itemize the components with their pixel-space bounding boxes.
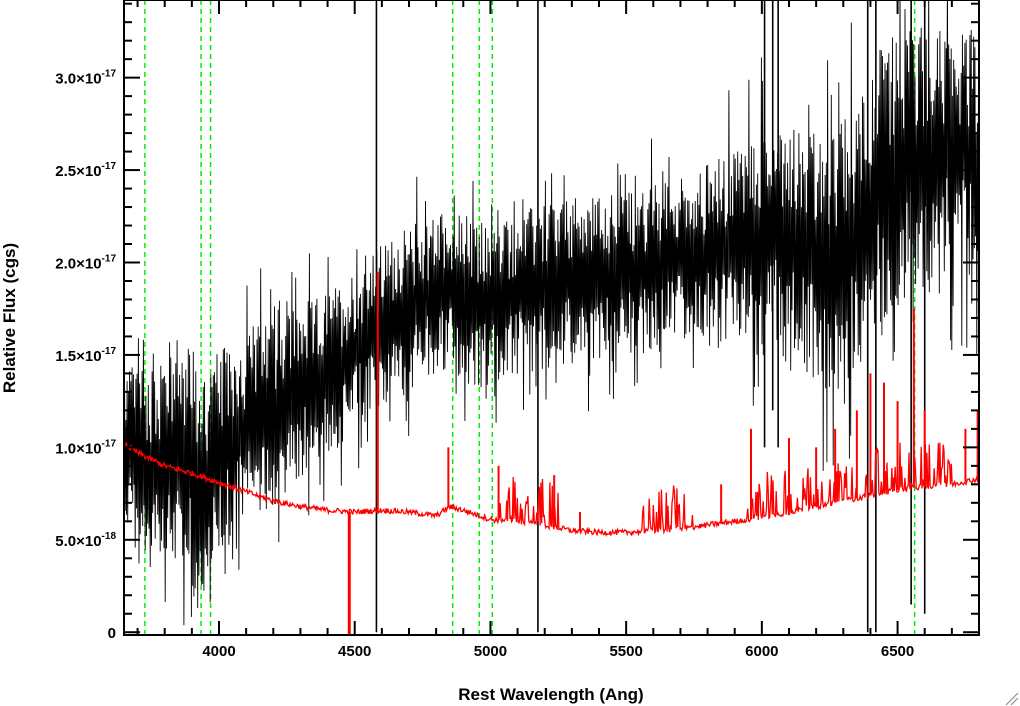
series-layer	[124, 0, 979, 635]
x-tick-label: 5000	[474, 643, 507, 660]
x-axis: 4000 4500 5000 5500 6000 6500	[136, 0, 953, 660]
y-tick-label: 0	[108, 625, 116, 642]
y-tick-label: 1.5×10-17	[55, 346, 116, 365]
y-axis: 0 5.0×10-18 1.0×10-17 1.5×10-17 2.0×10-17 2.5…	[55, 2, 979, 642]
y-tick-label: 5.0×10-18	[55, 531, 116, 550]
y-axis-title: Relative Flux (cgs)	[0, 243, 19, 393]
y-tick-label: 2.0×10-17	[55, 254, 116, 273]
x-tick-label: 4500	[338, 643, 371, 660]
error-line	[124, 441, 979, 538]
y-tick-label: 1.0×10-17	[55, 438, 116, 457]
y-tick-label: 3.0×10-17	[55, 69, 116, 88]
x-axis-title: Rest Wavelength (Ang)	[458, 685, 643, 704]
resize-grip-icon[interactable]	[1005, 692, 1019, 706]
x-tick-label: 5500	[609, 643, 642, 660]
x-tick-label: 6500	[881, 643, 914, 660]
x-tick-label: 4000	[202, 643, 235, 660]
x-tick-label: 6000	[745, 643, 778, 660]
flux-line	[124, 0, 979, 626]
error-spectrum-series	[124, 271, 979, 635]
flux-spectrum-series	[124, 0, 979, 633]
y-tick-label: 2.5×10-17	[55, 161, 116, 180]
